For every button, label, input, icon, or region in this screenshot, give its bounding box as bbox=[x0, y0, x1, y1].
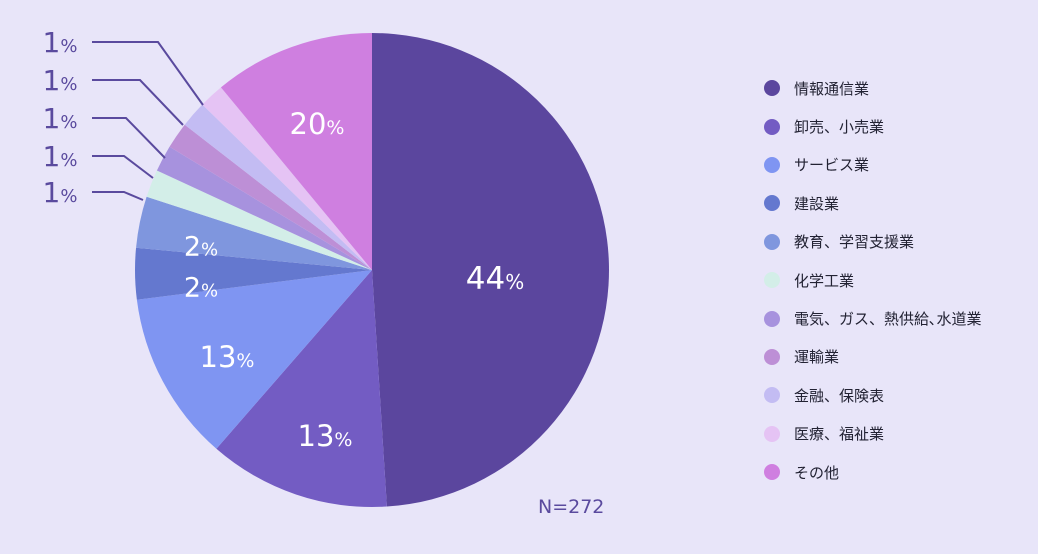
legend-swatch bbox=[764, 195, 780, 212]
leader-line bbox=[92, 155, 154, 179]
legend-label: 卸売、小売業 bbox=[794, 118, 885, 137]
pie-slice bbox=[202, 87, 372, 270]
legend-label: 建設業 bbox=[794, 194, 840, 213]
pie-slice bbox=[146, 170, 372, 270]
leader-line bbox=[92, 191, 144, 201]
sample-size-note: N=272 bbox=[538, 496, 605, 518]
data-label: 1% bbox=[43, 26, 78, 59]
pie-slice bbox=[135, 247, 372, 300]
data-label: 13% bbox=[200, 340, 255, 374]
legend-item: 電気、ガス、熱供給､水道業 bbox=[764, 299, 982, 337]
pie-slice bbox=[220, 33, 372, 270]
leader-line bbox=[92, 117, 166, 159]
data-label: 1% bbox=[43, 102, 78, 135]
pie-slice bbox=[136, 270, 372, 449]
pie-slice bbox=[184, 104, 372, 271]
data-label: 44% bbox=[466, 261, 524, 297]
legend-item: 運輸業 bbox=[764, 338, 982, 376]
data-label: 20% bbox=[290, 107, 345, 141]
legend-item: 卸売、小売業 bbox=[764, 107, 982, 145]
legend-label: 教育、学習支援業 bbox=[794, 233, 915, 252]
legend-label: 情報通信業 bbox=[794, 79, 870, 98]
legend-item: 医療、福祉業 bbox=[764, 415, 982, 453]
pie-slice bbox=[136, 196, 372, 270]
pie-slice bbox=[169, 124, 372, 270]
legend-swatch bbox=[764, 156, 780, 173]
leader-line bbox=[92, 41, 204, 106]
data-label: 1% bbox=[43, 176, 78, 209]
legend-label: 化学工業 bbox=[794, 271, 855, 290]
legend-item: 情報通信業 bbox=[764, 69, 982, 107]
legend-swatch bbox=[764, 425, 780, 442]
legend-label: 医療、福祉業 bbox=[794, 425, 885, 444]
legend-item: 教育、学習支援業 bbox=[764, 223, 982, 261]
legend-swatch bbox=[764, 272, 780, 289]
data-label: 2% bbox=[184, 231, 218, 262]
legend-label: サービス業 bbox=[794, 156, 870, 175]
pie-slice bbox=[216, 270, 387, 507]
legend-item: その他 bbox=[764, 453, 982, 491]
legend-swatch bbox=[764, 310, 780, 327]
legend-label: 運輸業 bbox=[794, 348, 840, 367]
legend-swatch bbox=[764, 118, 780, 135]
legend-swatch bbox=[764, 348, 780, 365]
legend-label: 電気、ガス、熱供給､水道業 bbox=[794, 310, 982, 329]
pie-slice bbox=[372, 33, 609, 507]
legend-item: サービス業 bbox=[764, 146, 982, 184]
legend-item: 金融、保険表 bbox=[764, 376, 982, 414]
legend-swatch bbox=[764, 387, 780, 404]
data-label: 1% bbox=[43, 140, 78, 173]
legend-label: その他 bbox=[794, 463, 840, 482]
legend-swatch bbox=[764, 464, 780, 481]
legend-swatch bbox=[764, 80, 780, 97]
data-label: 2% bbox=[184, 272, 218, 303]
legend-label: 金融、保険表 bbox=[794, 386, 885, 405]
legend-item: 建設業 bbox=[764, 184, 982, 222]
data-label: 1% bbox=[43, 64, 78, 97]
legend-item: 化学工業 bbox=[764, 261, 982, 299]
data-label: 13% bbox=[298, 419, 353, 453]
leader-line bbox=[92, 79, 184, 126]
legend: 情報通信業卸売、小売業 サービス業建設業教育、学習支援業 化学工業電気、ガス、熱供給… bbox=[764, 69, 982, 491]
legend-swatch bbox=[764, 233, 780, 250]
pie-slice bbox=[156, 146, 372, 270]
